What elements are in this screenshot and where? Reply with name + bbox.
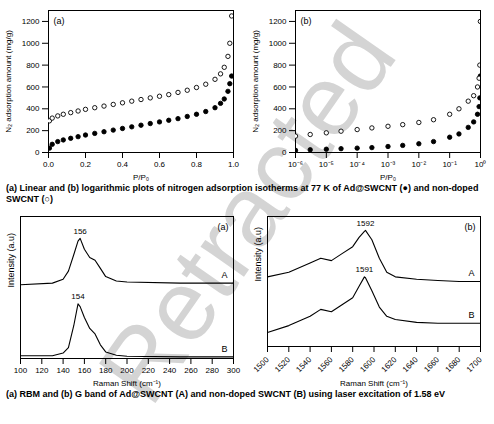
- svg-text:1620: 1620: [380, 355, 399, 374]
- svg-text:(b): (b): [465, 222, 476, 232]
- svg-text:1000: 1000: [269, 39, 287, 48]
- svg-text:0: 0: [35, 148, 40, 157]
- svg-text:N₂ adsorption amount (mg/g): N₂ adsorption amount (mg/g): [4, 30, 13, 133]
- svg-text:180: 180: [99, 366, 113, 375]
- svg-text:1680: 1680: [443, 355, 462, 374]
- svg-text:0: 0: [282, 148, 287, 157]
- svg-text:1000: 1000: [22, 39, 40, 48]
- svg-text:A: A: [468, 268, 474, 278]
- svg-text:200: 200: [273, 126, 287, 135]
- svg-text:10⁻³: 10⁻³: [381, 160, 396, 169]
- svg-text:10⁻⁴: 10⁻⁴: [349, 160, 365, 169]
- svg-text:200: 200: [120, 366, 134, 375]
- svg-text:220: 220: [142, 366, 156, 375]
- svg-text:156: 156: [73, 227, 87, 236]
- svg-text:10⁻⁵: 10⁻⁵: [319, 160, 334, 169]
- svg-text:1600: 1600: [358, 355, 377, 374]
- svg-text:0.2: 0.2: [80, 160, 92, 169]
- svg-text:400: 400: [26, 104, 40, 113]
- svg-text:Raman Shift (cm⁻¹): Raman Shift (cm⁻¹): [93, 379, 161, 388]
- svg-text:Intensity (a.u): Intensity (a.u): [6, 233, 16, 288]
- svg-text:260: 260: [184, 366, 198, 375]
- svg-text:Raman Shift (cm⁻¹): Raman Shift (cm⁻¹): [340, 379, 408, 388]
- svg-text:140: 140: [56, 366, 70, 375]
- svg-text:1560: 1560: [316, 355, 335, 374]
- svg-text:1660: 1660: [422, 355, 441, 374]
- svg-text:(b): (b): [301, 16, 312, 26]
- svg-text:10⁰: 10⁰: [475, 160, 487, 169]
- svg-text:1500: 1500: [252, 355, 271, 374]
- svg-text:1640: 1640: [401, 355, 420, 374]
- svg-text:240: 240: [163, 366, 177, 375]
- svg-text:1591: 1591: [356, 265, 374, 274]
- svg-text:P/P₀: P/P₀: [380, 173, 396, 182]
- svg-text:0.8: 0.8: [191, 160, 203, 169]
- svg-text:800: 800: [26, 61, 40, 70]
- svg-text:600: 600: [273, 83, 287, 92]
- svg-text:1540: 1540: [294, 355, 313, 374]
- svg-text:P/P₀: P/P₀: [133, 173, 149, 182]
- svg-text:280: 280: [206, 366, 220, 375]
- svg-text:1520: 1520: [273, 355, 292, 374]
- svg-text:B: B: [221, 344, 227, 354]
- svg-text:(a): (a): [218, 222, 229, 232]
- svg-text:100: 100: [14, 366, 28, 375]
- svg-text:154: 154: [71, 292, 85, 301]
- svg-text:1700: 1700: [465, 355, 484, 374]
- svg-text:1592: 1592: [357, 219, 375, 228]
- svg-text:1.0: 1.0: [228, 160, 240, 169]
- svg-text:(a): (a): [54, 16, 65, 26]
- svg-text:10⁻²: 10⁻²: [412, 160, 427, 169]
- svg-text:A: A: [221, 270, 227, 280]
- svg-text:1200: 1200: [269, 17, 287, 26]
- svg-text:1580: 1580: [337, 355, 356, 374]
- svg-text:400: 400: [273, 104, 287, 113]
- svg-text:600: 600: [26, 83, 40, 92]
- svg-text:0.0: 0.0: [43, 160, 55, 169]
- svg-text:200: 200: [26, 126, 40, 135]
- svg-text:Intensity (a.u): Intensity (a.u): [253, 227, 263, 282]
- svg-text:0.6: 0.6: [154, 160, 166, 169]
- svg-text:1200: 1200: [22, 17, 40, 26]
- svg-text:B: B: [468, 310, 474, 320]
- svg-text:300: 300: [227, 366, 241, 375]
- svg-text:120: 120: [35, 366, 49, 375]
- svg-text:10⁻⁶: 10⁻⁶: [288, 160, 303, 169]
- svg-text:800: 800: [273, 61, 287, 70]
- svg-text:0.4: 0.4: [117, 160, 129, 169]
- svg-text:10⁻¹: 10⁻¹: [442, 160, 457, 169]
- svg-text:160: 160: [78, 366, 92, 375]
- svg-text:N₂ adsorption amount (mg/g): N₂ adsorption amount (mg/g): [251, 30, 260, 133]
